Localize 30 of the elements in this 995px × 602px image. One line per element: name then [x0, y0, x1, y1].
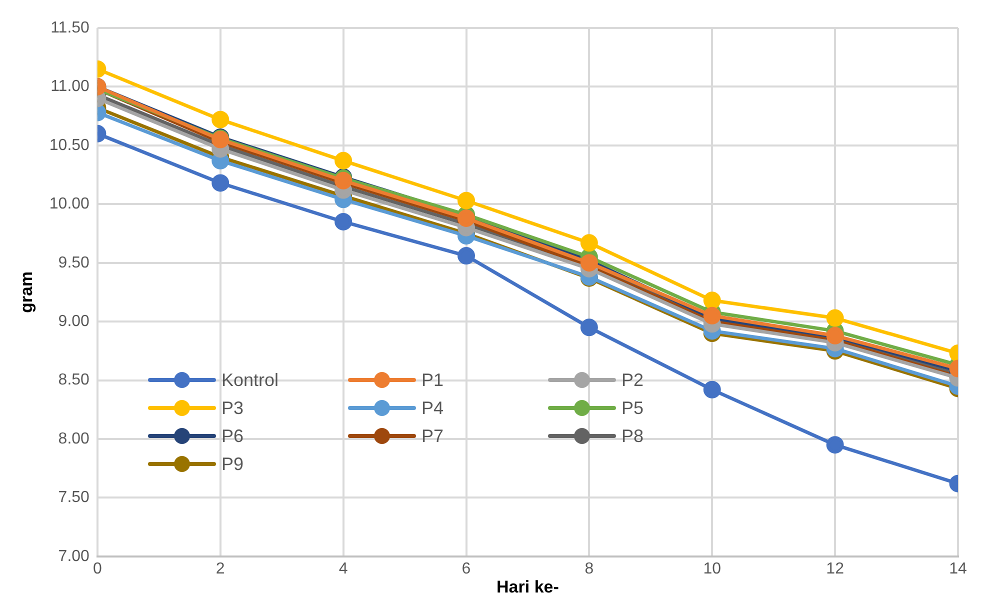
legend-label: P2	[621, 370, 644, 391]
x-axis-title: Hari ke-	[496, 577, 559, 596]
y-tick-label: 8.50	[58, 372, 90, 389]
legend-label: P7	[421, 426, 444, 447]
legend-label: Kontrol	[221, 370, 278, 391]
legend-label: P6	[221, 426, 244, 447]
x-tick-label: 10	[703, 560, 722, 578]
y-tick-label: 8.00	[58, 430, 90, 448]
x-tick-label: 8	[584, 560, 594, 578]
x-tick-label: 2	[216, 560, 225, 578]
y-axis-title: gram	[16, 271, 36, 313]
y-tick-label: 7.00	[58, 548, 90, 565]
y-tick-label: 11.50	[50, 19, 90, 36]
legend-label: P5	[621, 398, 644, 419]
legend-label: P9	[221, 454, 244, 475]
y-tick-label: 9.50	[58, 254, 90, 272]
y-tick-label: 10.00	[49, 196, 90, 213]
x-tick-label: 4	[338, 560, 348, 578]
y-tick-label: 9.00	[58, 312, 90, 330]
legend-label: P3	[221, 398, 244, 419]
y-tick-label: 10.50	[49, 136, 90, 154]
y-tick-label: 7.50	[58, 489, 90, 506]
x-tick-label: 6	[462, 560, 471, 578]
legend-label: P1	[421, 370, 444, 391]
x-tick-label: 0	[92, 560, 102, 578]
x-tick-label: 12	[826, 560, 844, 578]
legend-label: P8	[621, 426, 644, 447]
y-tick-label: 11.00	[50, 78, 90, 96]
legend-label: P4	[421, 398, 444, 419]
x-tick-label: 14	[949, 560, 967, 578]
